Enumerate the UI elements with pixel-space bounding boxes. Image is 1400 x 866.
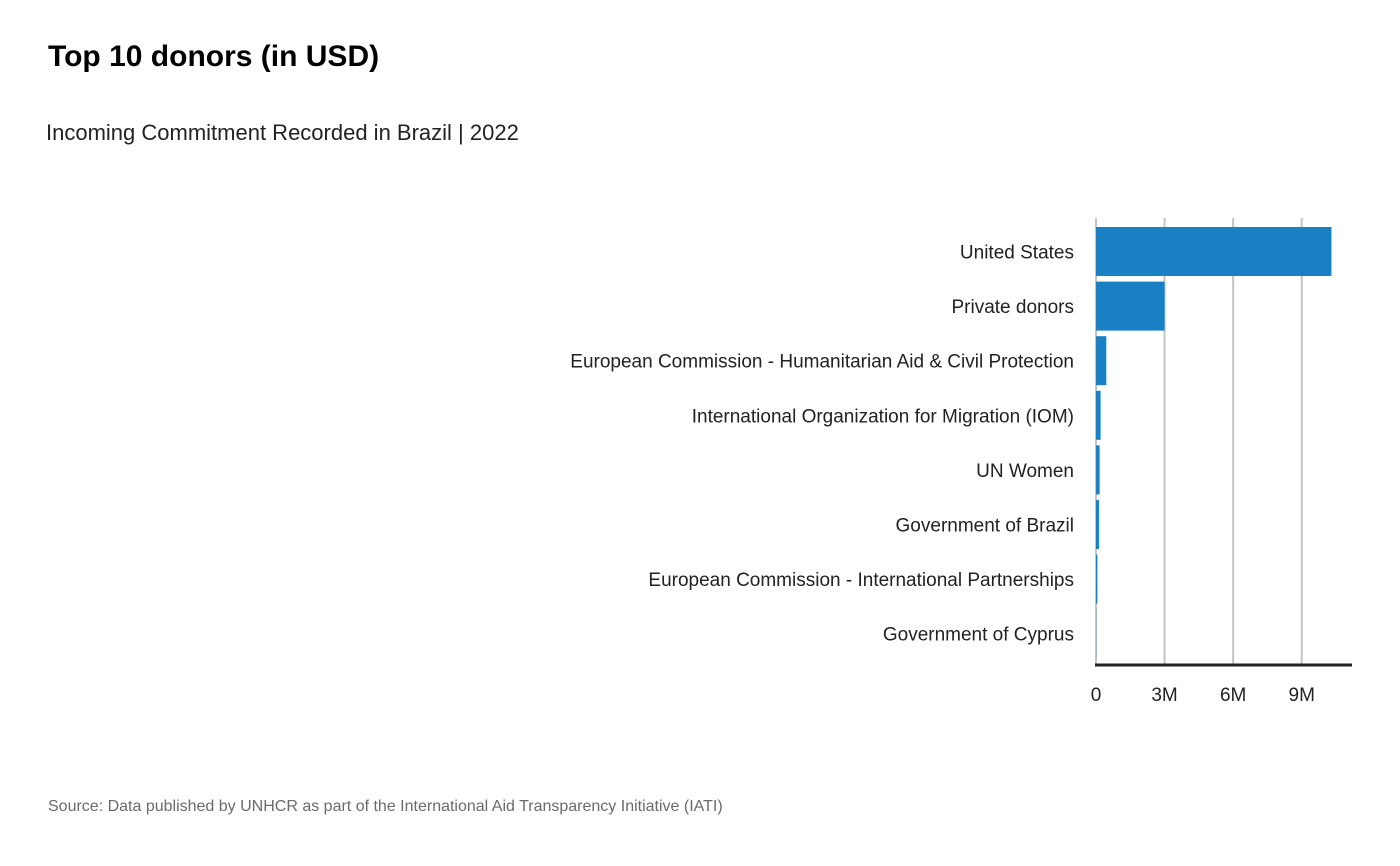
- source-note: Source: Data published by UNHCR as part …: [48, 798, 723, 815]
- x-axis: 0 3M 6M 9M: [1091, 663, 1352, 706]
- chart-title: Top 10 donors (in USD): [48, 40, 380, 73]
- x-tick-label: 6M: [1220, 685, 1246, 706]
- category-label: Government of Cyprus: [883, 625, 1074, 646]
- bar: [1096, 390, 1101, 440]
- category-label: United States: [960, 243, 1074, 264]
- bar-chart: United States Private donors European Comm…: [570, 218, 1352, 706]
- category-label: International Organization for Migration…: [692, 406, 1074, 427]
- bar: [1096, 227, 1332, 276]
- bar: [1096, 554, 1098, 604]
- category-labels: United States Private donors European Comm…: [570, 243, 1074, 646]
- category-label: Government of Brazil: [896, 516, 1074, 537]
- category-label: UN Women: [976, 461, 1074, 482]
- category-label: European Commission - International Part…: [648, 570, 1074, 591]
- bar: [1096, 336, 1107, 386]
- x-tick-label: 0: [1091, 685, 1102, 706]
- x-tick-label: 9M: [1289, 685, 1315, 706]
- bar: [1096, 445, 1100, 495]
- category-label: Private donors: [951, 297, 1074, 318]
- chart-subtitle: Incoming Commitment Recorded in Brazil |…: [46, 120, 519, 145]
- category-label: European Commission - Humanitarian Aid &…: [570, 352, 1074, 373]
- bar: [1096, 500, 1099, 549]
- x-tick-label: 3M: [1151, 685, 1177, 706]
- bar: [1096, 281, 1165, 331]
- bars: [1096, 227, 1332, 659]
